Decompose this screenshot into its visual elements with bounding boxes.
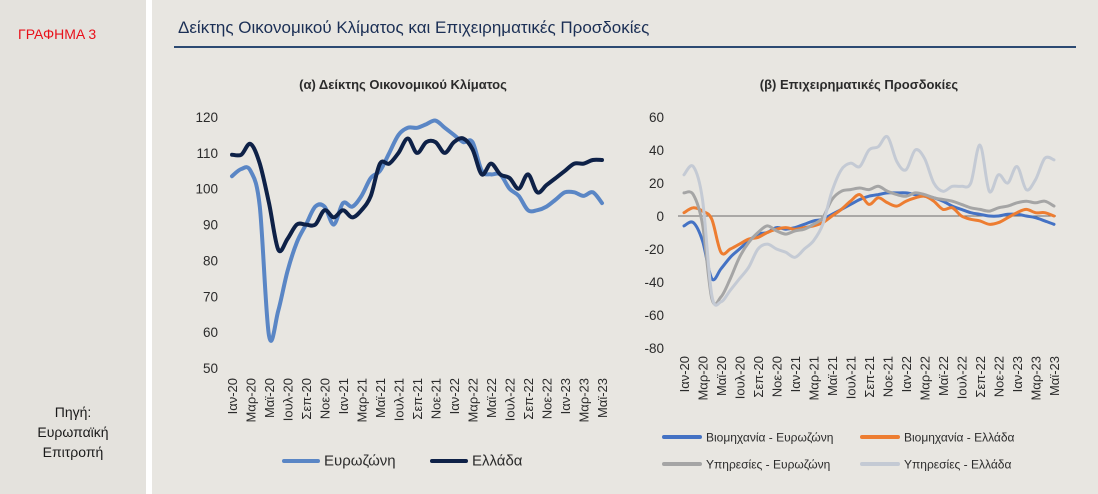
- y-tick-label: -80: [644, 341, 664, 356]
- x-tick-label: Ιουλ-21: [844, 356, 859, 399]
- series-line: [230, 118, 604, 343]
- x-tick-label: Μαϊ-21: [825, 356, 840, 396]
- x-tick-label: Μαρ-22: [466, 378, 481, 423]
- x-tick-label: Σεπ-22: [973, 356, 988, 398]
- x-tick-label: Μαρ-20: [244, 378, 259, 423]
- x-tick-label: Μαϊ-23: [1047, 356, 1062, 396]
- x-tick-label: Ιουλ-21: [392, 378, 407, 421]
- source-line: Ευρωπαϊκή: [37, 424, 109, 440]
- x-tick-label: Νοε-20: [318, 378, 333, 419]
- x-tick-label: Σεπ-22: [521, 378, 536, 420]
- x-tick-label: Νοε-22: [540, 378, 555, 419]
- y-tick-label: 90: [203, 218, 218, 233]
- y-tick-label: 60: [203, 325, 218, 340]
- x-tick-label: Νοε-21: [881, 356, 896, 397]
- y-tick-label: 0: [656, 209, 664, 224]
- y-tick-label: 110: [196, 146, 218, 161]
- y-tick-label: -60: [644, 308, 664, 323]
- chart-title: (α) Δείκτης Οικονομικού Κλίματος: [299, 77, 507, 92]
- x-tick-label: Ιαν-22: [899, 356, 914, 392]
- x-tick-label: Σεπ-20: [751, 356, 766, 398]
- series-line: [682, 134, 1056, 307]
- figure-label: ΓΡΑΦΗΜΑ 3: [18, 26, 97, 42]
- source-note: Πηγή: Ευρωπαϊκή Επιτροπή: [0, 402, 146, 462]
- y-tick-label: 100: [195, 182, 218, 197]
- legend-label: Υπηρεσίες - Ελλάδα: [904, 458, 1011, 472]
- legend-label: Ευρωζώνη: [324, 453, 396, 470]
- x-tick-label: Ιαν-23: [558, 378, 573, 414]
- y-tick-label: 20: [649, 176, 664, 191]
- x-tick-label: Μαϊ-20: [714, 356, 729, 396]
- series-line: [682, 184, 1056, 306]
- legend-label: Βιομηχανία - Ελλάδα: [904, 431, 1015, 445]
- legend-label: Ελλάδα: [472, 453, 523, 470]
- main-title: Δείκτης Οικονομικού Κλίματος και Επιχειρ…: [178, 18, 650, 37]
- x-tick-label: Νοε-21: [429, 378, 444, 419]
- chart-title: (β) Επιχειρηματικές Προσδοκίες: [760, 77, 959, 92]
- x-tick-label: Ιαν-21: [788, 356, 803, 392]
- y-tick-label: 80: [203, 253, 218, 268]
- x-tick-label: Ιαν-20: [677, 356, 692, 392]
- source-line: Επιτροπή: [42, 444, 104, 460]
- x-tick-label: Σεπ-20: [299, 378, 314, 420]
- y-tick-label: -40: [644, 275, 664, 290]
- legend-label: Υπηρεσίες - Ευρωζώνη: [706, 458, 830, 472]
- x-tick-label: Ιουλ-20: [733, 356, 748, 399]
- side-panel: [0, 0, 146, 494]
- x-tick-label: Ιουλ-22: [503, 378, 518, 421]
- y-tick-label: 120: [195, 110, 218, 125]
- main-panel: [146, 0, 1098, 494]
- y-tick-label: -20: [644, 242, 664, 257]
- series-line: [682, 193, 1056, 256]
- legend-label: Βιομηχανία - Ευρωζώνη: [706, 431, 833, 445]
- x-tick-label: Μαϊ-22: [484, 378, 499, 418]
- y-tick-label: 40: [649, 143, 664, 158]
- x-tick-label: Μαρ-21: [355, 378, 370, 423]
- x-tick-label: Μαρ-21: [807, 356, 822, 401]
- x-tick-label: Μαρ-20: [696, 356, 711, 401]
- series-line: [682, 191, 1056, 282]
- series-line: [230, 136, 604, 254]
- x-tick-label: Μαρ-23: [577, 378, 592, 423]
- x-tick-label: Ιουλ-22: [955, 356, 970, 399]
- x-tick-label: Μαϊ-22: [936, 356, 951, 396]
- x-tick-label: Μαρ-23: [1029, 356, 1044, 401]
- x-tick-label: Ιαν-21: [336, 378, 351, 414]
- x-tick-label: Μαϊ-20: [262, 378, 277, 418]
- x-tick-label: Μαϊ-21: [373, 378, 388, 418]
- x-tick-label: Σεπ-21: [410, 378, 425, 420]
- x-tick-label: Μαϊ-23: [595, 378, 610, 418]
- y-tick-label: 70: [203, 289, 218, 304]
- source-line: Πηγή:: [54, 404, 92, 420]
- y-tick-label: 60: [649, 110, 664, 125]
- x-tick-label: Ιουλ-20: [281, 378, 296, 421]
- x-tick-label: Ιαν-20: [225, 378, 240, 414]
- x-tick-label: Ιαν-23: [1010, 356, 1025, 392]
- title-rule: [174, 46, 1076, 48]
- y-tick-label: 50: [203, 361, 218, 376]
- x-tick-label: Μαρ-22: [918, 356, 933, 401]
- x-tick-label: Νοε-20: [770, 356, 785, 397]
- x-tick-label: Ιαν-22: [447, 378, 462, 414]
- x-tick-label: Νοε-22: [992, 356, 1007, 397]
- x-tick-label: Σεπ-21: [862, 356, 877, 398]
